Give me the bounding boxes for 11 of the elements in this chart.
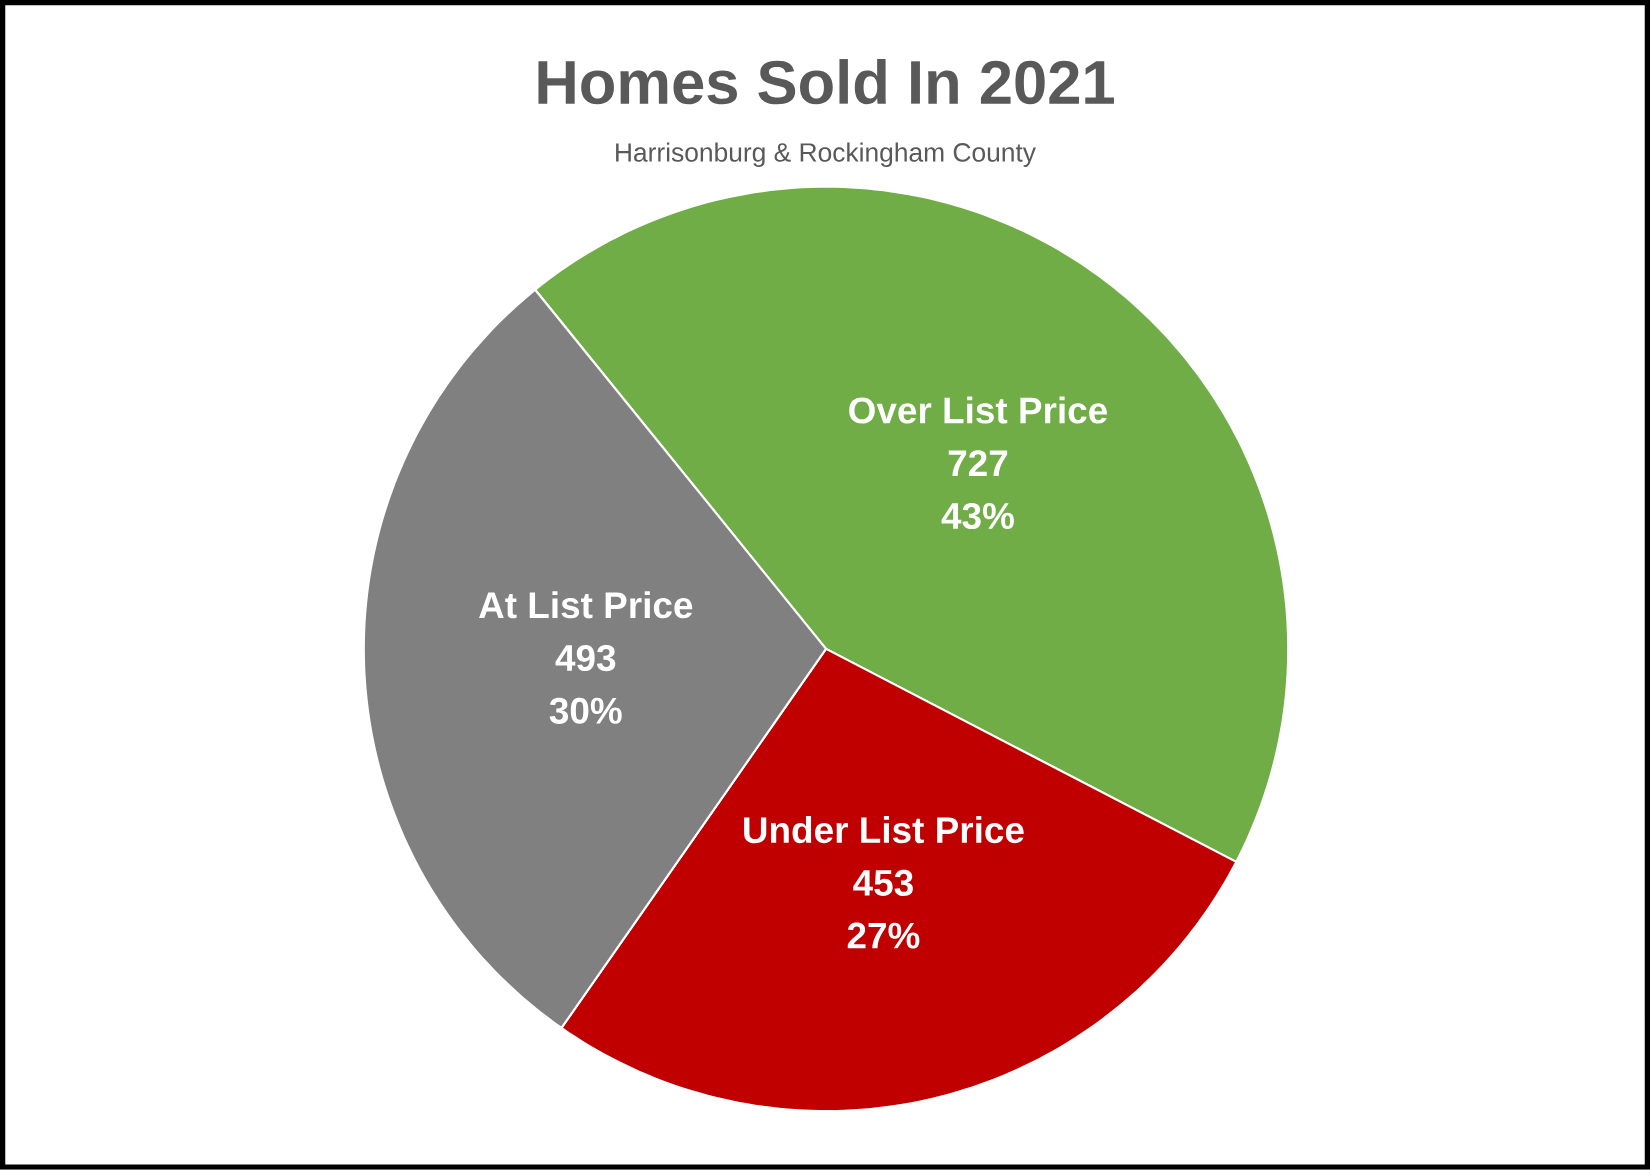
text: 27%	[847, 922, 920, 949]
text: 30%	[549, 697, 622, 724]
slice-label: Under List Price	[744, 816, 1024, 844]
slice-label: At List Price	[479, 591, 693, 619]
data-label: 493	[555, 645, 616, 672]
slice-label: Over List Price	[849, 396, 1107, 424]
data-label: 727	[948, 450, 1008, 477]
chart-subtitle: Harrisonburg & Rockingham County	[616, 142, 1036, 168]
data-label: 453	[853, 869, 913, 897]
chart-title: Homes Sold In 2021	[538, 59, 1114, 105]
text: 43%	[941, 503, 1014, 530]
